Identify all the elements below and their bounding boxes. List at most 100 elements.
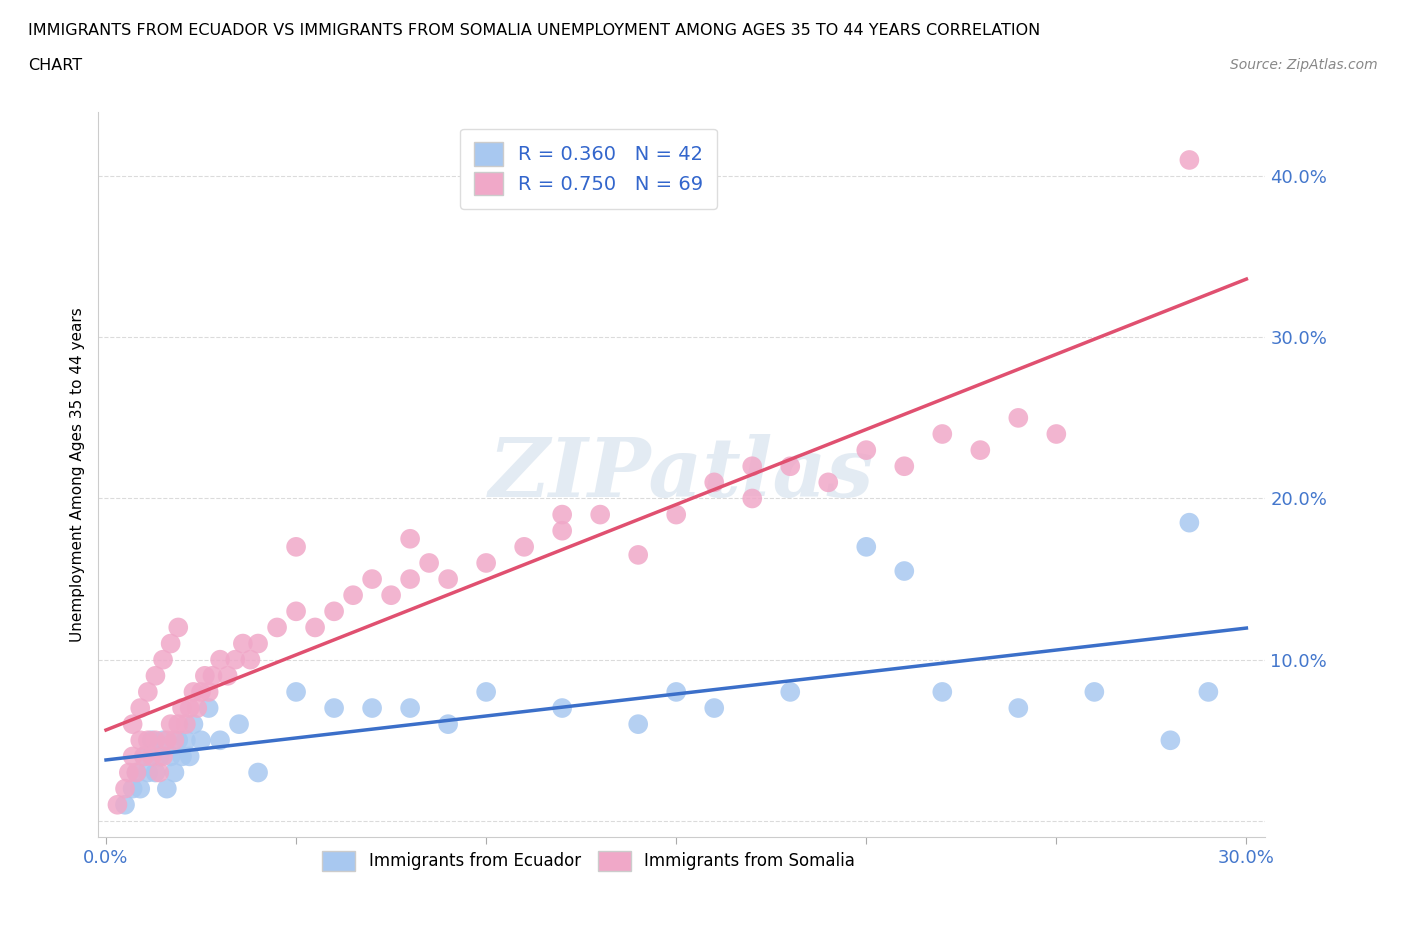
- Point: [475, 555, 498, 570]
- Point: [513, 539, 536, 554]
- Point: [779, 458, 801, 473]
- Point: [167, 717, 190, 732]
- Point: [228, 717, 250, 732]
- Point: [437, 717, 460, 732]
- Y-axis label: Unemployment Among Ages 35 to 44 years: Unemployment Among Ages 35 to 44 years: [69, 307, 84, 642]
- Point: [323, 700, 346, 715]
- Point: [152, 749, 174, 764]
- Point: [627, 717, 650, 732]
- Point: [893, 458, 915, 473]
- Point: [186, 700, 208, 715]
- Point: [156, 781, 179, 796]
- Point: [1083, 684, 1105, 699]
- Point: [145, 669, 167, 684]
- Point: [1178, 515, 1201, 530]
- Point: [855, 443, 877, 458]
- Point: [125, 765, 148, 780]
- Point: [156, 733, 179, 748]
- Point: [121, 717, 143, 732]
- Point: [174, 733, 197, 748]
- Point: [136, 765, 159, 780]
- Point: [145, 765, 167, 780]
- Point: [159, 749, 181, 764]
- Point: [132, 749, 155, 764]
- Point: [1007, 700, 1029, 715]
- Point: [167, 733, 190, 748]
- Point: [239, 652, 262, 667]
- Point: [247, 636, 270, 651]
- Point: [361, 700, 384, 715]
- Point: [817, 475, 839, 490]
- Point: [665, 684, 688, 699]
- Point: [107, 797, 129, 812]
- Point: [145, 733, 167, 748]
- Point: [194, 669, 217, 684]
- Point: [148, 765, 170, 780]
- Point: [361, 572, 384, 587]
- Point: [183, 717, 205, 732]
- Point: [197, 684, 219, 699]
- Point: [148, 749, 170, 764]
- Point: [285, 684, 308, 699]
- Point: [931, 684, 953, 699]
- Point: [399, 531, 422, 546]
- Point: [174, 717, 197, 732]
- Point: [125, 765, 148, 780]
- Point: [167, 620, 190, 635]
- Point: [163, 733, 186, 748]
- Point: [209, 733, 232, 748]
- Point: [183, 684, 205, 699]
- Text: IMMIGRANTS FROM ECUADOR VS IMMIGRANTS FROM SOMALIA UNEMPLOYMENT AMONG AGES 35 TO: IMMIGRANTS FROM ECUADOR VS IMMIGRANTS FR…: [28, 23, 1040, 38]
- Point: [741, 458, 763, 473]
- Point: [190, 684, 212, 699]
- Point: [475, 684, 498, 699]
- Point: [437, 572, 460, 587]
- Point: [1178, 153, 1201, 167]
- Point: [141, 749, 163, 764]
- Point: [224, 652, 246, 667]
- Point: [170, 749, 193, 764]
- Point: [266, 620, 288, 635]
- Point: [931, 427, 953, 442]
- Point: [190, 733, 212, 748]
- Point: [855, 539, 877, 554]
- Point: [551, 700, 574, 715]
- Point: [129, 781, 152, 796]
- Point: [159, 636, 181, 651]
- Point: [170, 700, 193, 715]
- Point: [232, 636, 254, 651]
- Point: [1197, 684, 1219, 699]
- Point: [589, 507, 612, 522]
- Point: [551, 524, 574, 538]
- Point: [1045, 427, 1067, 442]
- Point: [342, 588, 364, 603]
- Point: [201, 669, 224, 684]
- Point: [129, 733, 152, 748]
- Text: CHART: CHART: [28, 58, 82, 73]
- Point: [163, 765, 186, 780]
- Point: [779, 684, 801, 699]
- Point: [129, 700, 152, 715]
- Text: ZIPatlas: ZIPatlas: [489, 434, 875, 514]
- Point: [152, 733, 174, 748]
- Point: [551, 507, 574, 522]
- Point: [197, 700, 219, 715]
- Point: [1007, 410, 1029, 425]
- Point: [323, 604, 346, 618]
- Point: [121, 781, 143, 796]
- Point: [627, 548, 650, 563]
- Point: [399, 700, 422, 715]
- Point: [665, 507, 688, 522]
- Point: [893, 564, 915, 578]
- Point: [114, 781, 136, 796]
- Point: [247, 765, 270, 780]
- Point: [703, 475, 725, 490]
- Point: [1159, 733, 1181, 748]
- Legend: Immigrants from Ecuador, Immigrants from Somalia: Immigrants from Ecuador, Immigrants from…: [314, 843, 863, 880]
- Point: [741, 491, 763, 506]
- Point: [179, 749, 201, 764]
- Point: [132, 749, 155, 764]
- Point: [136, 733, 159, 748]
- Point: [969, 443, 991, 458]
- Point: [209, 652, 232, 667]
